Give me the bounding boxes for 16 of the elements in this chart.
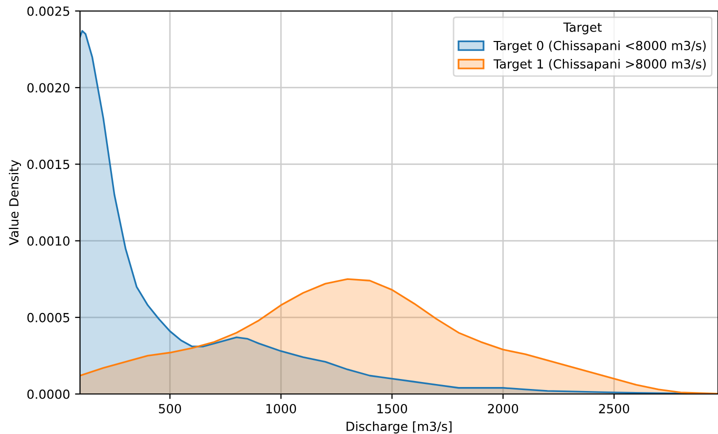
legend-title: Target [563, 22, 602, 34]
y-tick-label: 0.0000 [27, 389, 70, 399]
x-tick-label: 2500 [599, 404, 630, 414]
y-tick-label: 0.0025 [27, 6, 70, 16]
x-tick-label: 1000 [266, 404, 296, 414]
x-tick-label: 2000 [488, 404, 518, 414]
y-tick-label: 0.0015 [27, 160, 70, 170]
x-axis-title: Discharge [m3/s] [346, 421, 452, 434]
y-tick-label: 0.0010 [27, 236, 70, 246]
y-tick-label: 0.0020 [27, 83, 70, 93]
x-tick-label: 1500 [377, 404, 408, 414]
legend-label: Target 0 (Chissapani <8000 m3/s) [494, 40, 706, 53]
y-tick-label: 0.0005 [27, 312, 70, 322]
y-axis-title: Value Density [8, 160, 21, 246]
legend-label: Target 1 (Chissapani >8000 m3/s) [494, 58, 706, 72]
x-tick-label: 500 [158, 404, 182, 414]
